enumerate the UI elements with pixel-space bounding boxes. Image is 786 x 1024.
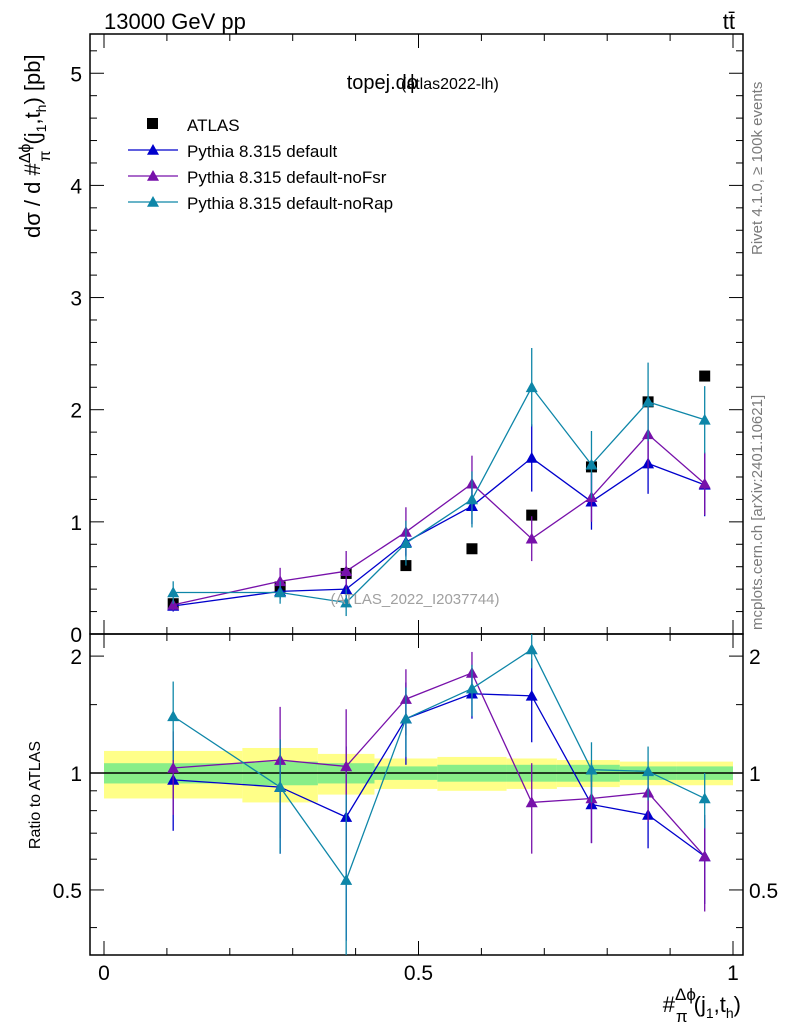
ratio-3-point-2 (340, 874, 353, 885)
ratio-2-point-5 (525, 796, 538, 808)
top-ytick-label-1: 1 (70, 512, 82, 535)
plot-subtitle: (atlas2022-lh) (401, 76, 499, 93)
top-ytick-label-3: 3 (70, 288, 82, 311)
series-3-point-7 (642, 395, 655, 407)
legend-marker-atlas (147, 118, 158, 129)
xtick-label-0: 0 (98, 962, 110, 985)
side-label-rivet: Rivet 4.1.0, ≥ 100k events (749, 82, 766, 255)
process-label: tt̄ (723, 9, 735, 34)
side-label-mcplots: mcplots.cern.ch [arXiv:2401.10621] (749, 395, 766, 630)
x-axis-title: #Δϕ π (j1,th) (663, 985, 741, 1024)
atlas-point-4 (466, 543, 478, 555)
ratio-series-layer (167, 634, 711, 955)
ratio-1-point-5 (525, 689, 538, 701)
series-2-point-1 (274, 575, 287, 587)
ratio-ytick-label-right-1: 1 (749, 763, 761, 786)
top-ylabel: dσ / d #Δϕ π(j1,th) [pb] (17, 54, 54, 238)
series-3-point-3 (399, 537, 412, 548)
watermark: (ATLAS_2022_I2037744) (330, 591, 499, 608)
series-2-point-5 (525, 532, 538, 544)
series-line-2 (173, 433, 706, 606)
ratio-3-point-8 (698, 792, 711, 804)
plot-title: topej.dϕ (347, 72, 418, 94)
series-line-1 (173, 457, 705, 607)
ratio-2-point-0 (167, 762, 180, 773)
atlas-point-5 (526, 509, 538, 521)
legend-label-3: Pythia 8.315 default-noRap (187, 194, 393, 213)
ratio-3-point-1 (274, 781, 287, 792)
legend-marker-3 (147, 196, 159, 207)
top-y-axis-title: dσ / d #Δϕ π(j1,th) [pb] (17, 54, 54, 238)
legend-marker-1 (147, 144, 159, 155)
ratio-2-point-2 (340, 760, 353, 772)
ratio-ylabel: Ratio to ATLAS (27, 741, 44, 849)
series-3-point-0 (167, 586, 180, 598)
series-2-point-2 (340, 565, 353, 576)
xtick-label-2: 1 (727, 962, 739, 985)
series-3-point-1 (274, 586, 287, 598)
ratio-ytick-label-right-2: 2 (749, 646, 761, 669)
ratio-3-point-6 (585, 763, 598, 775)
energy-label: 13000 GeV pp (104, 9, 246, 34)
ratio-panel-frame (89, 633, 744, 956)
series-3-point-4 (465, 493, 478, 505)
series-3-point-5 (525, 381, 538, 393)
ratio-3-point-7 (642, 765, 655, 777)
series-3-point-6 (585, 458, 598, 470)
xtick-label-1: 0.5 (404, 962, 433, 985)
series-2-point-8 (698, 477, 711, 489)
legend-label-2: Pythia 8.315 default-noFsr (187, 168, 387, 187)
legend: ATLAS Pythia 8.315 default Pythia 8.315 de… (128, 116, 393, 213)
series-3-point-2 (340, 596, 353, 608)
ratio-ytick-label-1: 1 (70, 763, 82, 786)
legend-marker-2 (147, 170, 159, 181)
ratio-ytick-label-right-0: 0.5 (749, 880, 778, 903)
top-ytick-label-0: 0 (70, 624, 82, 647)
series-3-point-8 (698, 413, 711, 425)
series-line-3 (173, 386, 705, 604)
ratio-3-point-3 (399, 712, 412, 724)
ratio-3-point-4 (465, 682, 478, 694)
top-series-layer (167, 348, 711, 617)
top-ytick-label-5: 5 (70, 63, 82, 86)
ratio-ytick-label-0: 0.5 (53, 880, 82, 903)
top-ytick-label-4: 4 (70, 175, 82, 198)
legend-label-0: ATLAS (187, 116, 240, 135)
ratio-3-point-0 (167, 710, 180, 722)
series-2-point-0 (167, 598, 180, 610)
ratio-2-point-8 (698, 850, 711, 862)
top-ytick-label-2: 2 (70, 400, 82, 423)
ratio-3-point-5 (525, 643, 538, 655)
atlas-point-8 (699, 370, 711, 382)
ratio-ytick-label-2: 2 (70, 646, 82, 669)
series-1-point-5 (525, 451, 538, 463)
legend-label-1: Pythia 8.315 default (187, 142, 338, 161)
